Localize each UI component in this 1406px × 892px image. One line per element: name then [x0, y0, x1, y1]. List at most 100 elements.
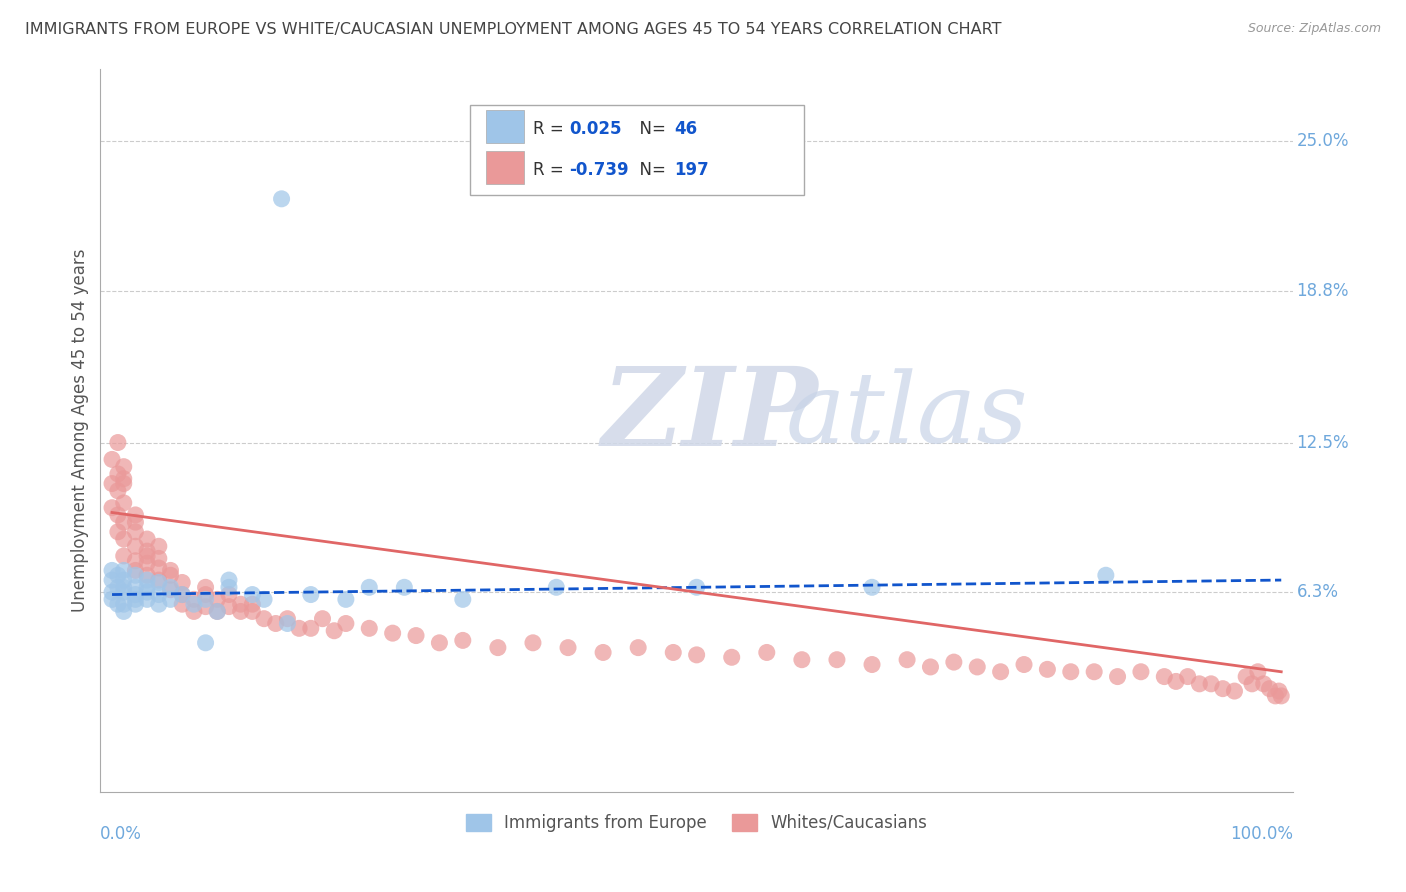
FancyBboxPatch shape [485, 110, 523, 143]
Point [107, 580, 129, 594]
Point [1153, 670, 1175, 684]
Point [159, 563, 181, 577]
Point [107, 597, 129, 611]
Point [183, 604, 205, 618]
Point [288, 621, 311, 635]
Point [183, 597, 205, 611]
Point [359, 621, 381, 635]
Point [522, 636, 544, 650]
Point [112, 585, 135, 599]
Point [335, 592, 357, 607]
Point [1270, 689, 1292, 703]
Point [299, 621, 322, 635]
Point [1036, 662, 1059, 676]
Point [101, 500, 124, 515]
Point [1107, 670, 1129, 684]
Point [124, 588, 146, 602]
Point [299, 588, 322, 602]
Point [229, 597, 252, 611]
Point [381, 626, 404, 640]
Point [194, 580, 217, 594]
Text: -0.739: -0.739 [569, 161, 628, 179]
Point [159, 580, 181, 594]
Point [627, 640, 650, 655]
Point [896, 653, 918, 667]
Text: 12.5%: 12.5% [1296, 434, 1350, 451]
Point [207, 604, 229, 618]
Point [1095, 568, 1118, 582]
Point [311, 612, 333, 626]
Point [112, 580, 135, 594]
Point [253, 592, 276, 607]
Point [124, 554, 146, 568]
Text: N=: N= [628, 120, 671, 137]
Point [136, 585, 159, 599]
Point [1264, 689, 1286, 703]
Point [136, 592, 159, 607]
Point [1234, 670, 1257, 684]
Text: atlas: atlas [786, 368, 1029, 464]
Text: 6.3%: 6.3% [1296, 583, 1339, 601]
Text: ZIP: ZIP [602, 362, 818, 470]
Point [1083, 665, 1105, 679]
Text: 0.025: 0.025 [569, 120, 621, 137]
Point [112, 597, 135, 611]
Point [112, 472, 135, 486]
Point [148, 597, 170, 611]
Point [107, 435, 129, 450]
FancyBboxPatch shape [485, 151, 523, 185]
Point [966, 660, 988, 674]
Point [148, 575, 170, 590]
Point [124, 508, 146, 522]
Point [755, 645, 778, 659]
Point [148, 539, 170, 553]
Point [1223, 684, 1246, 698]
Point [218, 580, 240, 594]
Point [1060, 665, 1083, 679]
Point [451, 592, 474, 607]
Point [101, 573, 124, 587]
Point [124, 524, 146, 539]
Point [172, 588, 194, 602]
Point [172, 588, 194, 602]
Point [860, 580, 883, 594]
Point [359, 580, 381, 594]
Point [1247, 665, 1270, 679]
Point [136, 573, 159, 587]
Point [194, 588, 217, 602]
Point [112, 515, 135, 529]
Point [1268, 684, 1291, 698]
Point [101, 563, 124, 577]
Text: Source: ZipAtlas.com: Source: ZipAtlas.com [1247, 22, 1381, 36]
Point [207, 604, 229, 618]
Point [335, 616, 357, 631]
Point [1253, 677, 1275, 691]
Text: 197: 197 [673, 161, 709, 179]
Point [546, 580, 568, 594]
Point [253, 612, 276, 626]
Point [942, 655, 965, 669]
Point [194, 599, 217, 614]
Point [1129, 665, 1152, 679]
Point [101, 592, 124, 607]
Point [124, 515, 146, 529]
Point [101, 452, 124, 467]
Point [194, 636, 217, 650]
Point [1199, 677, 1222, 691]
Text: 18.8%: 18.8% [1296, 282, 1348, 300]
Point [124, 592, 146, 607]
Point [112, 604, 135, 618]
Point [1258, 681, 1281, 696]
Text: R =: R = [533, 161, 569, 179]
Point [107, 508, 129, 522]
Point [183, 592, 205, 607]
Point [240, 588, 263, 602]
Point [1164, 674, 1187, 689]
Point [112, 573, 135, 587]
Point [264, 616, 287, 631]
Text: R =: R = [533, 120, 569, 137]
Point [218, 599, 240, 614]
Point [101, 585, 124, 599]
Point [136, 549, 159, 563]
Point [159, 582, 181, 597]
